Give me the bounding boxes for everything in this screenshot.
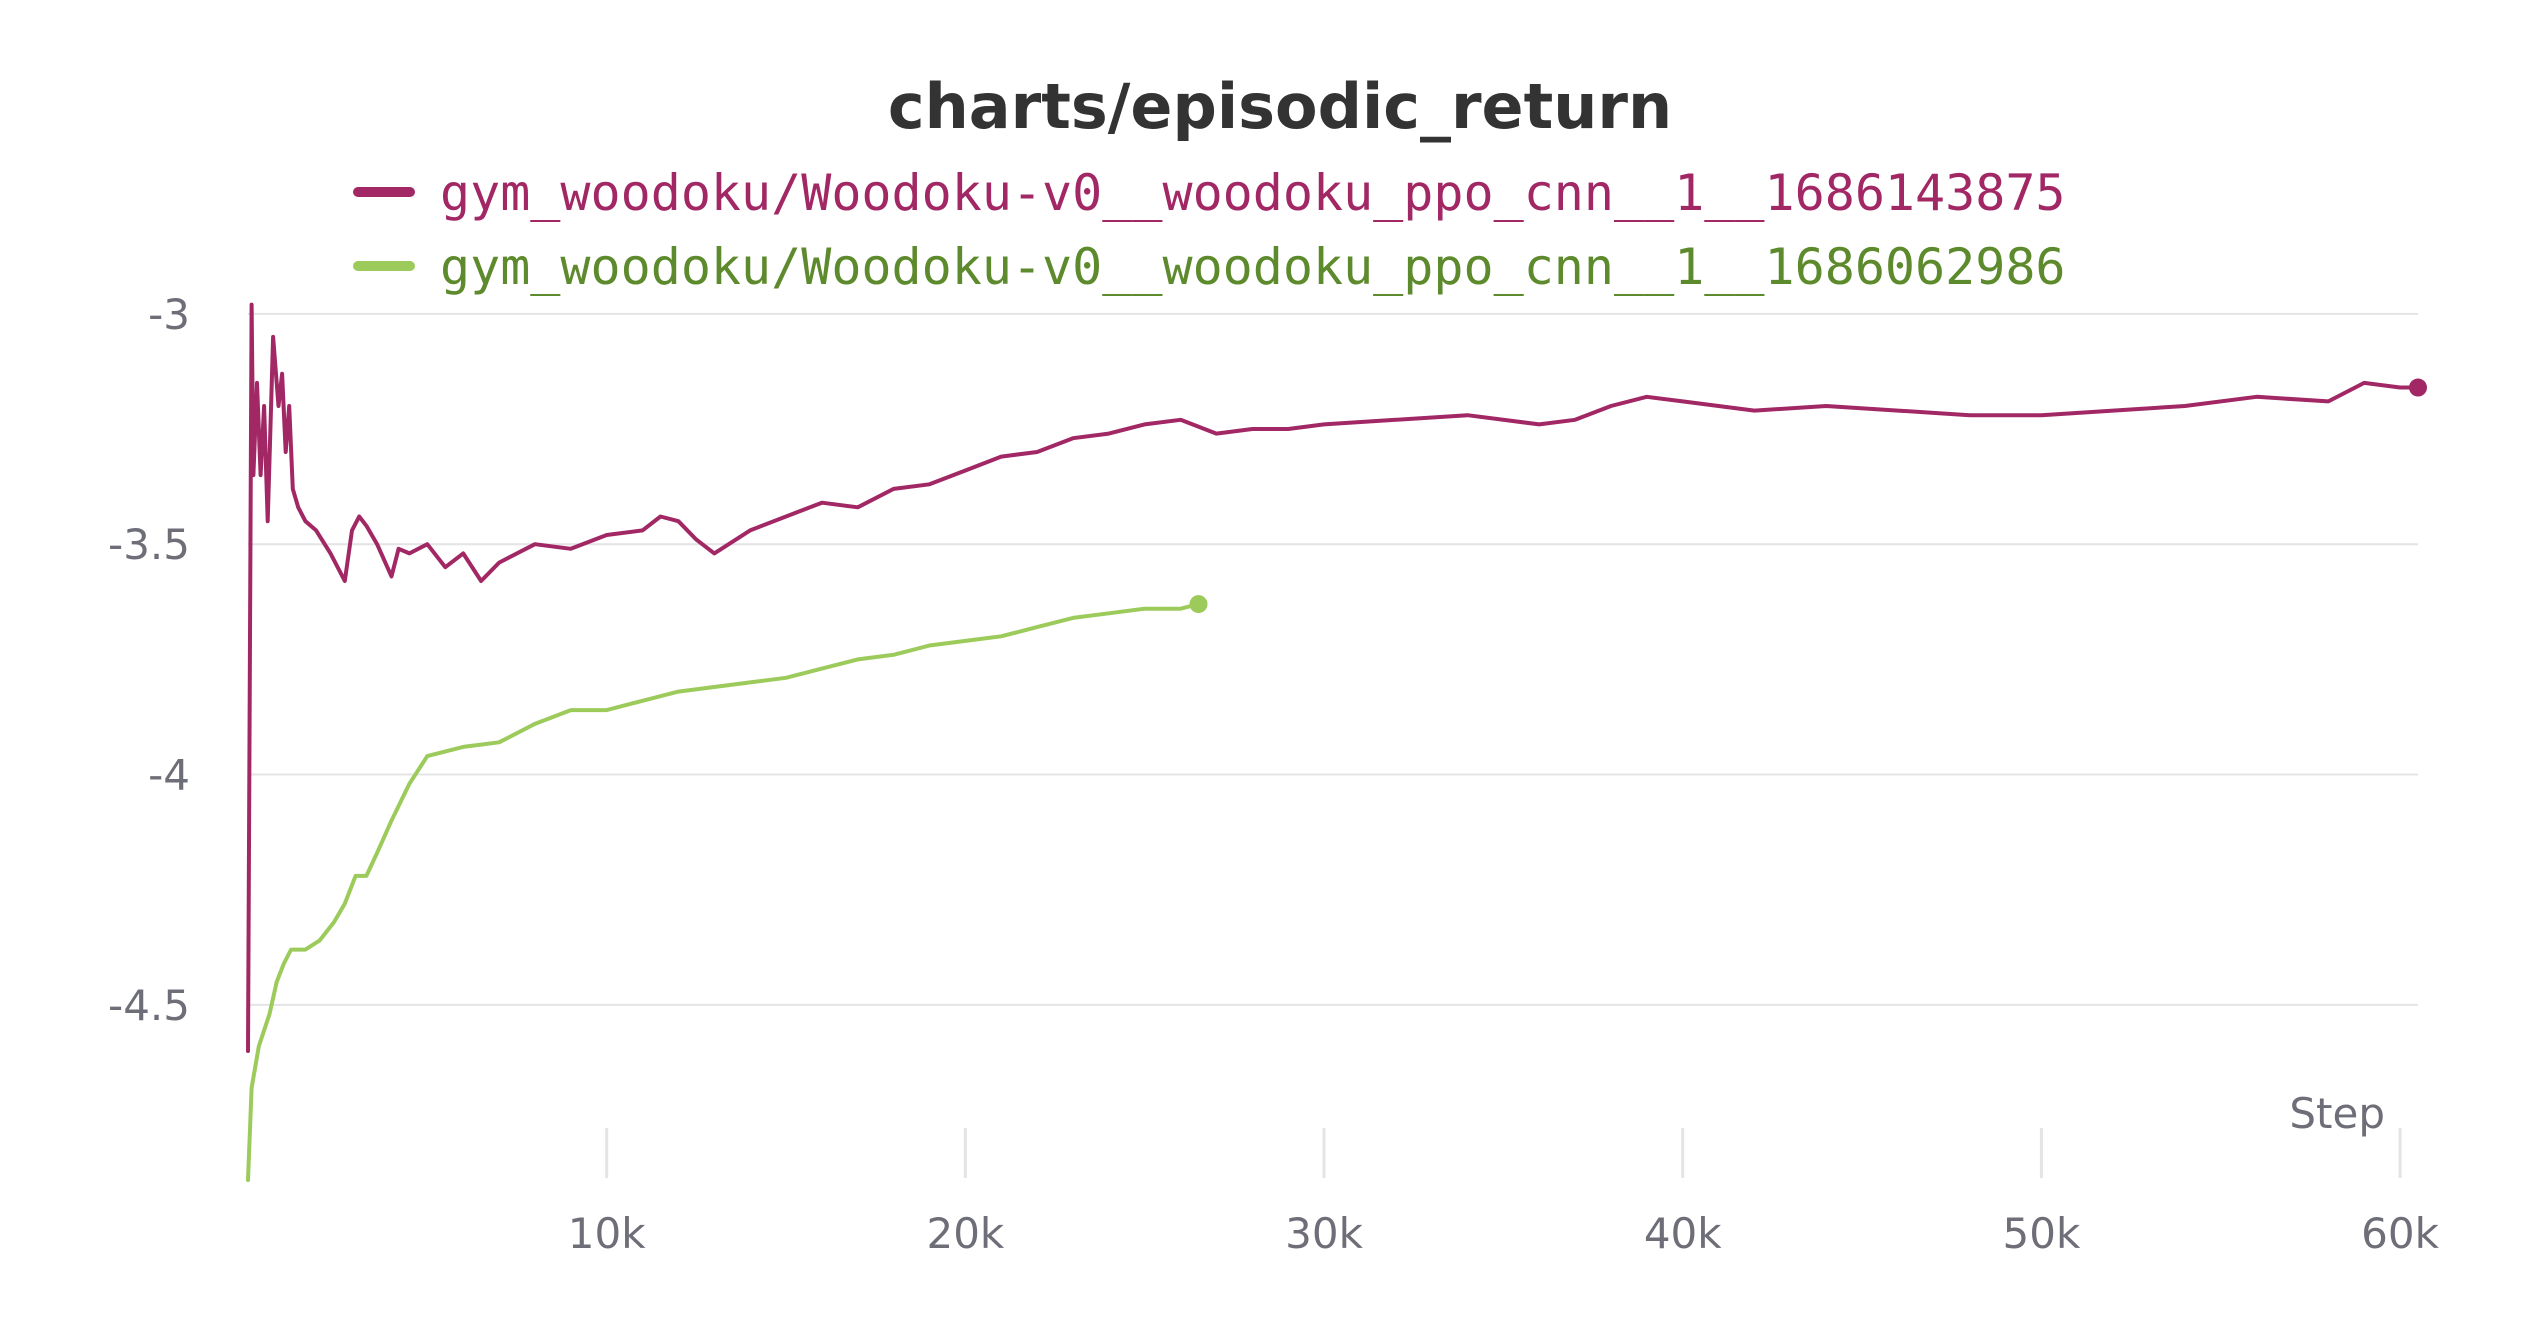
x-tick-label: 50k	[2003, 1209, 2081, 1258]
x-axis-ticks: 10k 20k 30k 40k 50k 60k	[568, 1128, 2440, 1258]
y-tick-label: -3.5	[108, 520, 190, 569]
series-line-2[interactable]	[246, 602, 1201, 1182]
y-gridlines	[248, 312, 2418, 1006]
legend: gym_woodoku/Woodoku-v0__woodoku_ppo_cnn_…	[353, 164, 2066, 296]
y-tick-label: -4.5	[108, 981, 190, 1030]
y-tick-label: -4	[148, 751, 190, 800]
series-line-1[interactable]	[246, 302, 2420, 1053]
chart-title: charts/episodic_return	[888, 70, 1672, 143]
x-tick-label: 40k	[1644, 1209, 1722, 1258]
legend-item-1[interactable]: gym_woodoku/Woodoku-v0__woodoku_ppo_cnn_…	[353, 164, 2066, 222]
x-tick-label: 30k	[1285, 1209, 1363, 1258]
x-tick-label: 20k	[926, 1209, 1004, 1258]
x-axis-label: Step	[2289, 1089, 2385, 1138]
y-axis-ticks: -3 -3.5 -4 -4.5	[108, 290, 190, 1030]
legend-label-1: gym_woodoku/Woodoku-v0__woodoku_ppo_cnn_…	[440, 164, 2066, 222]
legend-item-2[interactable]: gym_woodoku/Woodoku-v0__woodoku_ppo_cnn_…	[353, 238, 2066, 296]
x-tick-label: 10k	[568, 1209, 646, 1258]
legend-label-2: gym_woodoku/Woodoku-v0__woodoku_ppo_cnn_…	[440, 238, 2066, 296]
series-end-point-2[interactable]	[1189, 595, 1208, 614]
series-end-point-1[interactable]	[2409, 378, 2427, 397]
series-group	[246, 302, 2427, 1182]
y-tick-label: -3	[148, 290, 190, 339]
x-tick-label: 60k	[2361, 1209, 2439, 1258]
